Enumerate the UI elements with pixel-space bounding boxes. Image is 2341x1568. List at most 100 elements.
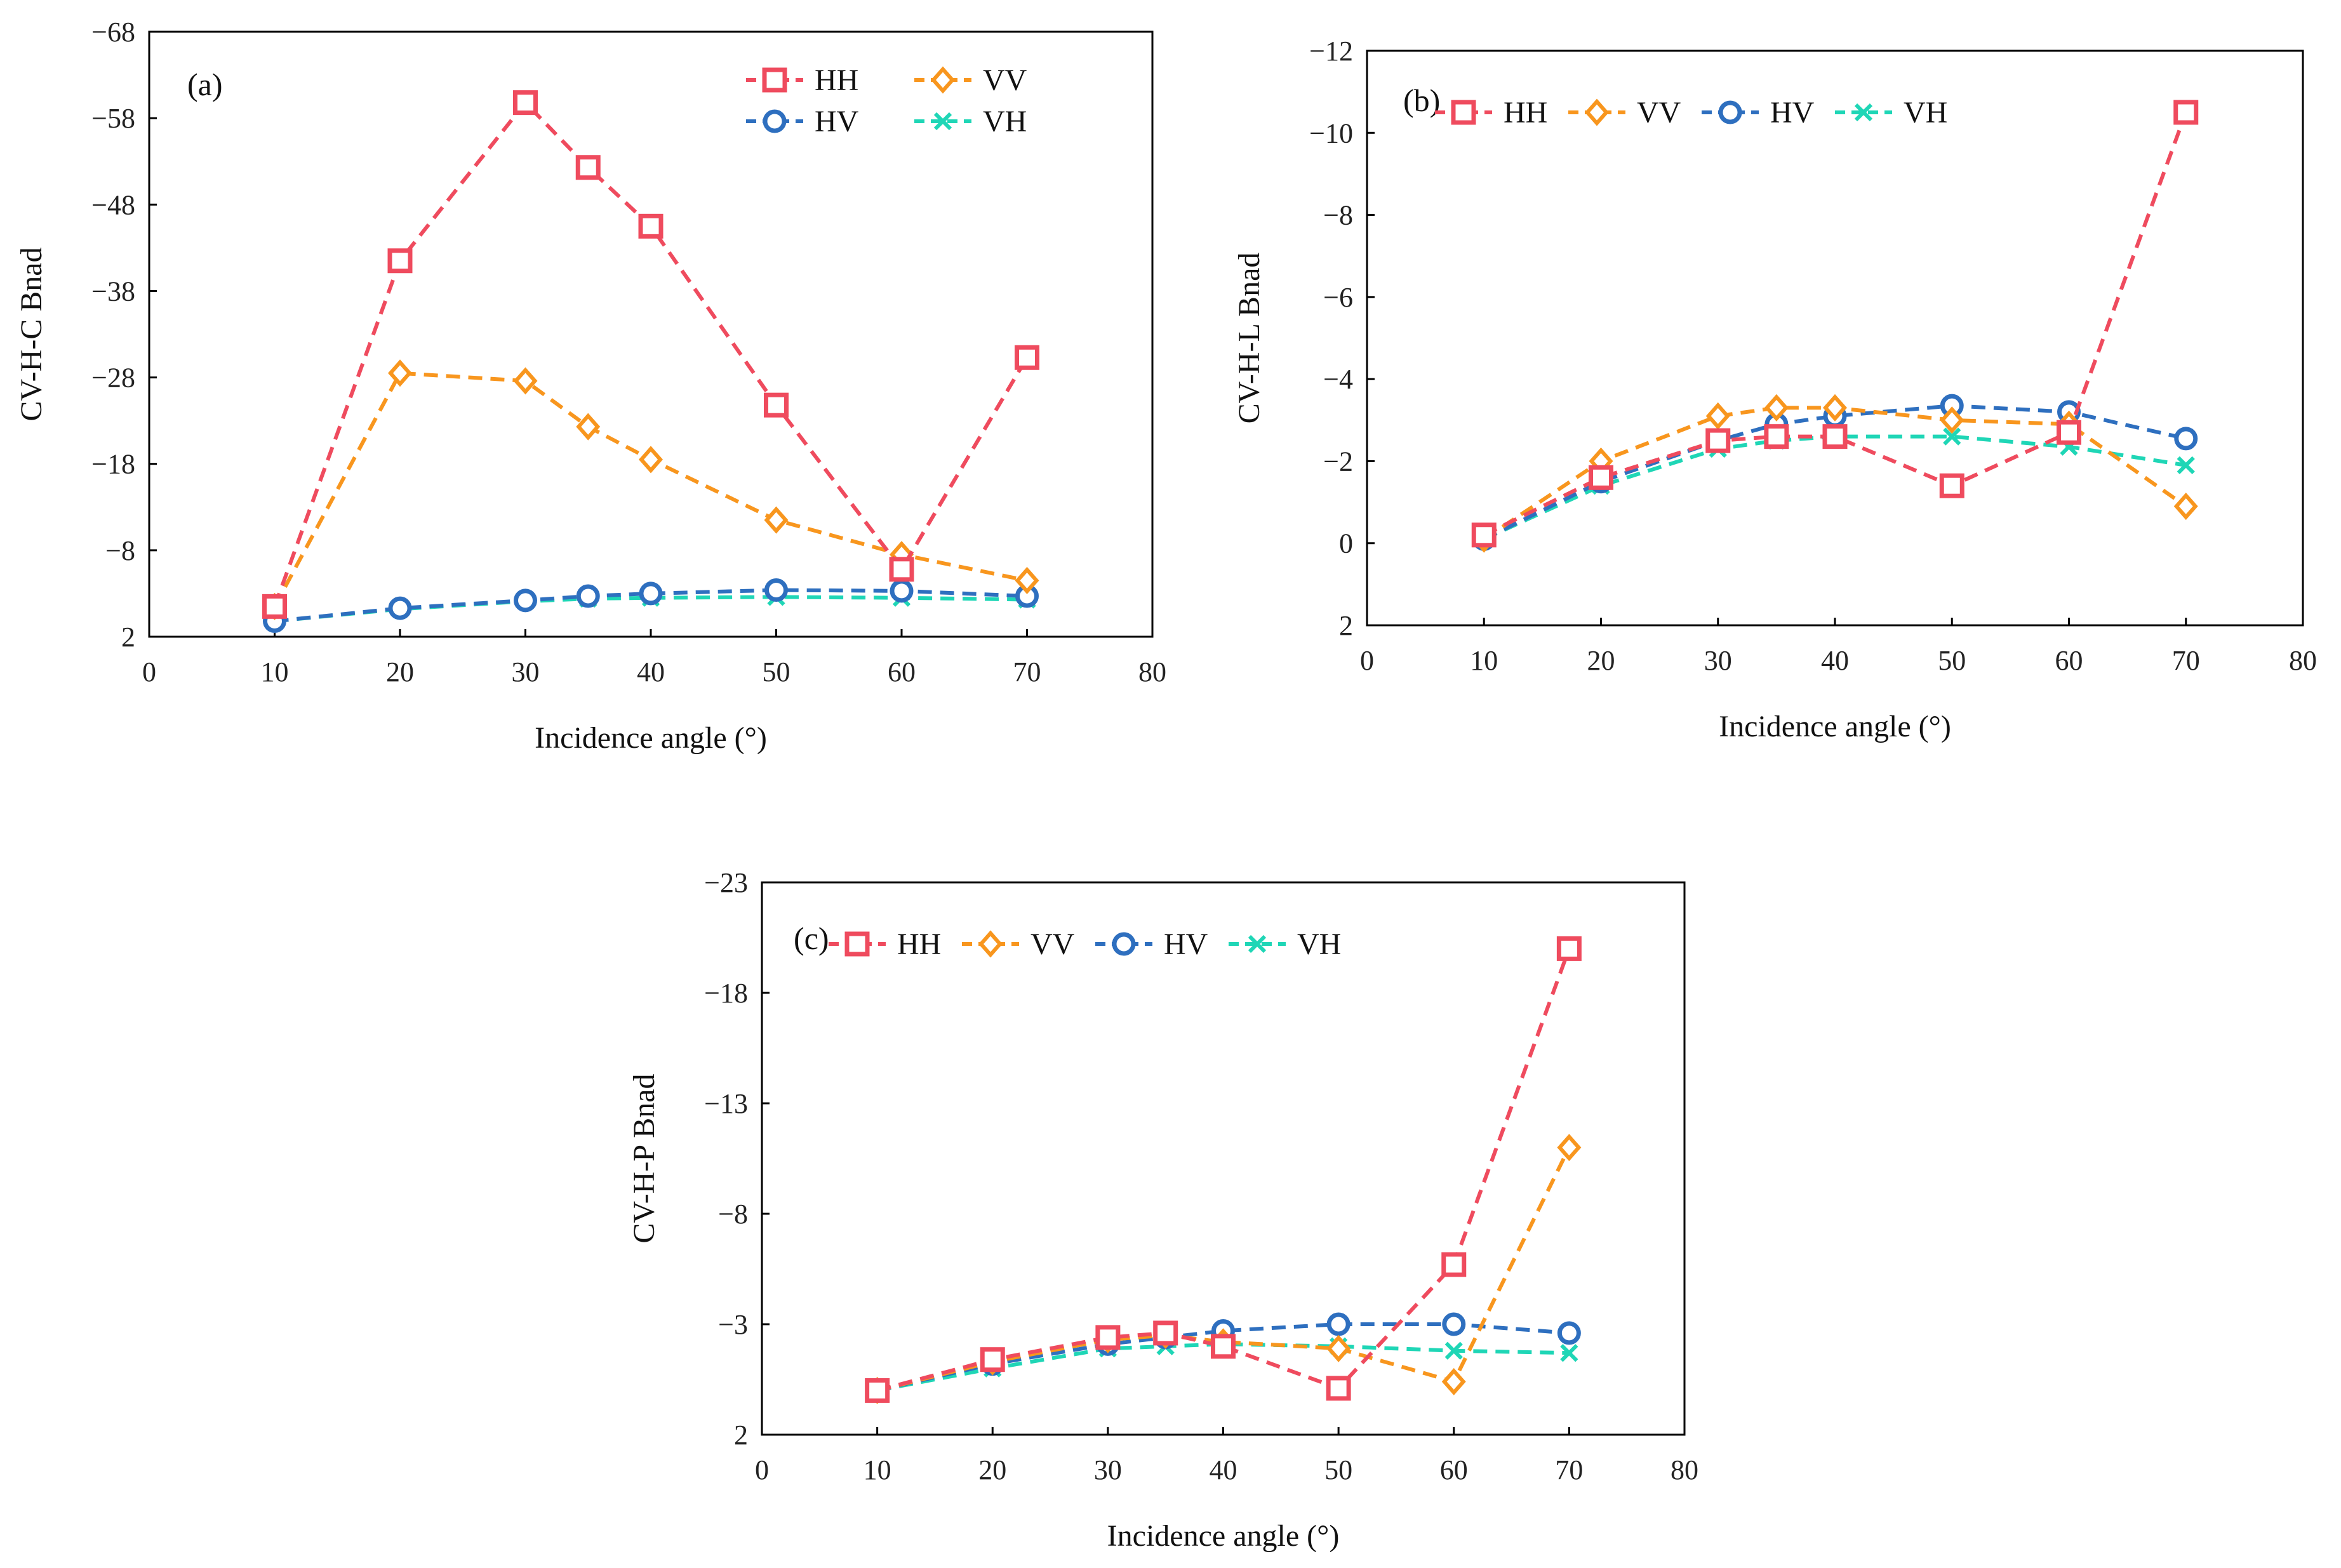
y-tick-label: −6 (1323, 282, 1353, 313)
y-tick-label: −28 (91, 362, 135, 394)
point-hh (1015, 345, 1039, 370)
x-tick-label: 80 (1138, 656, 1166, 688)
x-tick-label: 10 (864, 1454, 891, 1485)
x-tick-label: 30 (512, 656, 540, 688)
point-vv (1940, 406, 1964, 434)
series-line-vh (1483, 434, 2187, 541)
series-line-vv (272, 371, 1028, 608)
point-vv (387, 359, 413, 387)
legend-item-vv: VV (914, 63, 1027, 97)
point-vv (576, 413, 601, 441)
x-tick-label: 60 (888, 656, 916, 688)
legend-item-vh: VH (914, 105, 1027, 138)
legend-marker (1718, 100, 1742, 124)
series-line-hv (274, 588, 1027, 623)
series-line-vv (1483, 406, 2187, 541)
series-line-vh (877, 1342, 1570, 1393)
series-hh (1471, 100, 2199, 548)
point-hh (2173, 100, 2199, 125)
point-vv (513, 367, 538, 395)
series-vv (1472, 394, 2198, 553)
legend-item-hv: HV (1095, 927, 1208, 961)
series-line-hv (876, 1322, 1570, 1393)
panel-label: (a) (187, 67, 223, 102)
panel-a: 0 10 20 30 40 50 60 70 80 −68 −58 −48 −38 −28 −18 −8 2 In… (15, 17, 1166, 755)
legend-label: HH (1504, 96, 1547, 130)
point-hh (1211, 1334, 1236, 1359)
y-tick-label: −68 (91, 17, 135, 48)
point-hh (1326, 1376, 1351, 1401)
legend-label: VV (1637, 96, 1681, 130)
series-hh (262, 90, 1039, 619)
point-vh (1444, 1341, 1463, 1360)
point-hv (890, 579, 914, 603)
point-vv (1557, 1134, 1582, 1162)
y-axis-label: CV-H-P Bnad (627, 1073, 661, 1243)
y-tick-label: −8 (105, 535, 135, 566)
point-hh (638, 213, 664, 239)
y-tick-label: −18 (704, 978, 748, 1009)
y-tick-label: −2 (1323, 446, 1353, 477)
series-hh (865, 936, 1582, 1403)
legend-item-hh: HH (746, 63, 858, 97)
y-tick-label: −4 (1323, 364, 1353, 395)
point-hh (575, 155, 601, 180)
point-hh (1764, 424, 1789, 449)
y-tick-label: −8 (1323, 200, 1353, 231)
point-vv (1822, 394, 1848, 422)
y-tick-label: −13 (704, 1088, 748, 1119)
point-hh (1939, 473, 1964, 498)
legend-item-hh: HH (829, 927, 941, 961)
point-vh (1560, 1344, 1578, 1362)
point-hv (388, 596, 412, 620)
y-axis-label: CV-H-L Bnad (1232, 253, 1266, 424)
point-vh (1943, 427, 1961, 446)
legend-label: VH (1297, 927, 1341, 961)
x-tick-label: 40 (1210, 1454, 1237, 1485)
legend-item-hv: HV (746, 105, 859, 138)
point-hv (1557, 1321, 1581, 1345)
x-tick-label: 20 (1587, 645, 1615, 676)
point-hh (980, 1347, 1005, 1372)
point-hv (2174, 427, 2198, 451)
x-tick-label: 0 (1360, 645, 1374, 676)
point-vv (1705, 402, 1730, 430)
y-tick-label: −10 (1309, 117, 1353, 149)
legend-label: VV (1030, 927, 1075, 961)
legend-marker (978, 930, 1003, 958)
point-hh (1589, 465, 1613, 490)
point-vv (1764, 394, 1789, 422)
legend-label: HV (1770, 96, 1815, 130)
point-hh (865, 1378, 890, 1403)
panel-label: (b) (1403, 83, 1440, 118)
legend: HH VV HV VH (1435, 96, 1947, 130)
legend: HH VV HV VH (746, 63, 1027, 138)
x-tick-label: 50 (1324, 1454, 1352, 1485)
series-vv (262, 359, 1039, 620)
legend-item-hv: HV (1702, 96, 1815, 130)
y-axis-label: CV-H-C Bnad (15, 247, 48, 421)
point-vv (2173, 493, 2198, 521)
x-tick-label: 0 (142, 656, 156, 688)
y-tick-label: 2 (734, 1419, 748, 1451)
point-hh (1471, 522, 1497, 548)
legend-marker (1112, 932, 1136, 956)
point-vv (638, 446, 664, 474)
legend-marker (1584, 98, 1610, 126)
x-tick-label: 20 (978, 1454, 1006, 1485)
legend-item-vv: VV (1568, 96, 1681, 130)
point-hh (513, 90, 538, 116)
y-tick-label: −8 (718, 1199, 748, 1230)
legend-marker (1248, 934, 1267, 953)
legend-item-vv: VV (962, 927, 1075, 961)
series-hv (263, 578, 1039, 633)
legend-label: HH (815, 63, 858, 97)
legend-marker (933, 112, 952, 131)
series-line-hv (1483, 404, 2187, 541)
legend-label: VH (983, 105, 1027, 138)
point-vv (764, 506, 789, 534)
legend-marker (844, 931, 870, 957)
legend-label: HV (1164, 927, 1208, 961)
y-tick-label: 0 (1339, 528, 1353, 559)
